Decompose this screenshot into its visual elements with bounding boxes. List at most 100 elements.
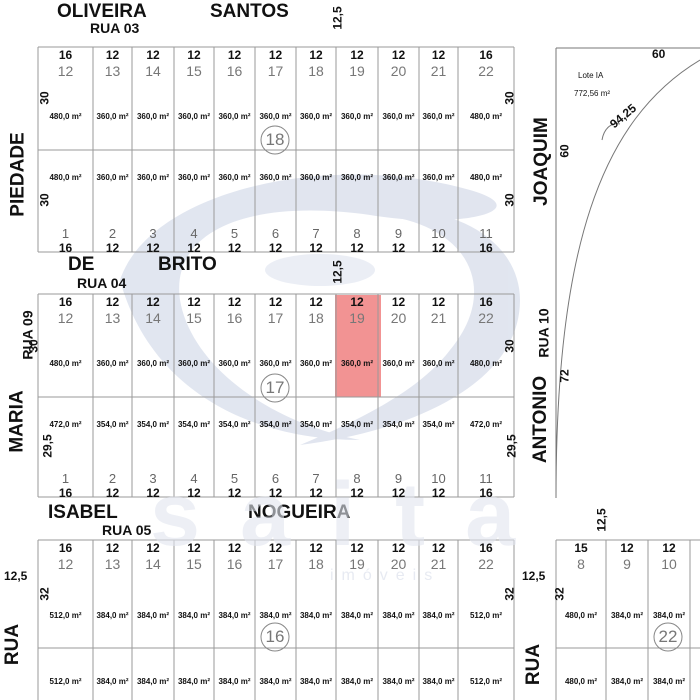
block17-top-area: 360,0 m² xyxy=(96,359,129,368)
block22-top-width: 15 xyxy=(574,541,588,555)
dim-low-125: 12,5 xyxy=(594,508,609,532)
street-nogueira: NOGUEIRA xyxy=(248,502,351,523)
block18-top-lot: 17 xyxy=(267,63,284,79)
block16-top-width: 12 xyxy=(350,541,364,555)
block18-bottom-lot: 10 xyxy=(431,226,446,241)
block16-top-lot: 14 xyxy=(145,556,161,572)
block16-top-area: 384,0 m² xyxy=(422,611,455,620)
block17-bottom-lot: 7 xyxy=(312,471,320,486)
dim-left-125: 12,5 xyxy=(4,569,28,583)
dim-curve-60-top: 60 xyxy=(652,47,666,61)
block16-top-width: 12 xyxy=(187,541,201,555)
block16-top-width: 12 xyxy=(146,541,160,555)
block18-bottom-area: 360,0 m² xyxy=(136,173,170,182)
block18-bottom-width: 12 xyxy=(227,241,242,255)
block16-top-area: 384,0 m² xyxy=(259,611,292,620)
block16-number-circle xyxy=(260,622,290,652)
block16-top-width: 16 xyxy=(58,541,73,555)
block16-top-area: 384,0 m² xyxy=(177,611,211,620)
block18-top-lot: 15 xyxy=(186,63,202,79)
block17-bottom-width: 12 xyxy=(268,486,283,500)
block17-bottom-area: 354,0 m² xyxy=(136,420,170,429)
block18-bottom-area: 360,0 m² xyxy=(177,173,211,182)
block16-top-area: 384,0 m² xyxy=(340,611,374,620)
block18-depth-right-top: 30 xyxy=(502,91,517,105)
block18-bottom-lot: 1 xyxy=(61,226,70,241)
block18-depth-right-bottom: 30 xyxy=(502,193,517,207)
block18-top-area: 360,0 m² xyxy=(259,112,292,121)
block16-depth-left: 32 xyxy=(37,587,52,601)
block16-bottom-area: 384,0 m² xyxy=(96,677,129,686)
dim-right-125: 12,5 xyxy=(522,569,546,583)
block22-depth-left: 32 xyxy=(552,587,567,601)
highlighted-lot[interactable] xyxy=(335,295,381,397)
block17-bottom-width: 12 xyxy=(391,486,406,500)
block18-top-width: 12 xyxy=(309,48,323,62)
street-rua-05: RUA 05 xyxy=(102,522,152,538)
block16-top-lot: 19 xyxy=(349,556,365,572)
block16-bottom-area: 384,0 m² xyxy=(136,677,170,686)
block22-bottom-area: 384,0 m² xyxy=(610,677,644,686)
block16-top-lot: 18 xyxy=(308,556,324,572)
block18-top-width: 12 xyxy=(350,48,364,62)
block18-top-area: 360,0 m² xyxy=(422,112,455,121)
block16-bottom-area: 384,0 m² xyxy=(299,677,333,686)
block17-bottom-area: 354,0 m² xyxy=(259,420,292,429)
block17-bottom-width: 12 xyxy=(350,486,364,500)
block16-top-lot: 21 xyxy=(430,556,447,572)
block18-top-lot: 14 xyxy=(145,63,161,79)
block18-bottom-width: 12 xyxy=(350,241,364,255)
dim-top-125: 12,5 xyxy=(330,6,345,30)
block17-top-area: 360,0 m² xyxy=(340,359,374,368)
block17-bottom-lot: 1 xyxy=(61,471,70,486)
block22-bottom-area: 480,0 m² xyxy=(564,677,598,686)
block17-bottom-area: 354,0 m² xyxy=(340,420,374,429)
dim-curve-72: 72 xyxy=(557,369,572,383)
block17-top-lot: 14 xyxy=(145,310,161,326)
block17-top-width: 12 xyxy=(187,295,201,309)
block17-bottom-area: 354,0 m² xyxy=(177,420,211,429)
block17-bottom-area: 354,0 m² xyxy=(422,420,455,429)
block18-bottom-area: 360,0 m² xyxy=(218,173,251,182)
block18-bottom-width: 12 xyxy=(105,241,120,255)
block18-bottom-lot: 11 xyxy=(479,226,493,241)
block17-top-lot: 18 xyxy=(308,310,324,326)
street-rua-left: RUA xyxy=(2,623,24,666)
block18-bottom-lot: 8 xyxy=(353,226,361,241)
block17-bottom-width: 16 xyxy=(479,486,493,500)
block18-number: 18 xyxy=(265,130,285,149)
block17-top-width: 16 xyxy=(58,295,73,309)
block18-bottom-area: 360,0 m² xyxy=(299,173,333,182)
block16-top-area: 384,0 m² xyxy=(299,611,333,620)
lote-ia-area: 772,56 m² xyxy=(574,89,611,98)
block17-top-lot: 17 xyxy=(267,310,284,326)
block18-top-lot: 13 xyxy=(104,63,121,79)
block16-top-area: 512,0 m² xyxy=(469,611,503,620)
block17-top-area: 360,0 m² xyxy=(259,359,292,368)
block18-top-area: 360,0 m² xyxy=(96,112,129,121)
block22-bottom-area: 384,0 m² xyxy=(652,677,686,686)
block22-number: 22 xyxy=(658,627,678,646)
block18-top-width: 12 xyxy=(105,48,120,62)
block17-top-area: 360,0 m² xyxy=(177,359,211,368)
block18-top-lot: 22 xyxy=(478,63,494,79)
block17-depth-right-bottom: 29,5 xyxy=(504,434,519,458)
block17-top-lot: 13 xyxy=(104,310,121,326)
block22-top-lot: 9 xyxy=(623,556,631,572)
block18-bottom-area: 360,0 m² xyxy=(96,173,129,182)
block16-top-width: 12 xyxy=(268,541,283,555)
block17-top-lot: 21 xyxy=(430,310,447,326)
block18-top-width: 12 xyxy=(146,48,160,62)
block17-bottom-lot: 9 xyxy=(394,471,403,486)
block17-bottom-lot: 4 xyxy=(190,471,198,486)
block17-bottom-area: 354,0 m² xyxy=(218,420,251,429)
block16-bottom-area: 384,0 m² xyxy=(259,677,292,686)
block17-depth-right-top: 30 xyxy=(502,339,517,353)
block22-top-area: 384,0 m² xyxy=(652,611,686,620)
block17-top-area: 360,0 m² xyxy=(422,359,455,368)
block17-top-width: 12 xyxy=(391,295,406,309)
block17-top-area: 480,0 m² xyxy=(469,359,503,368)
block18-top-lot: 12 xyxy=(57,63,74,79)
